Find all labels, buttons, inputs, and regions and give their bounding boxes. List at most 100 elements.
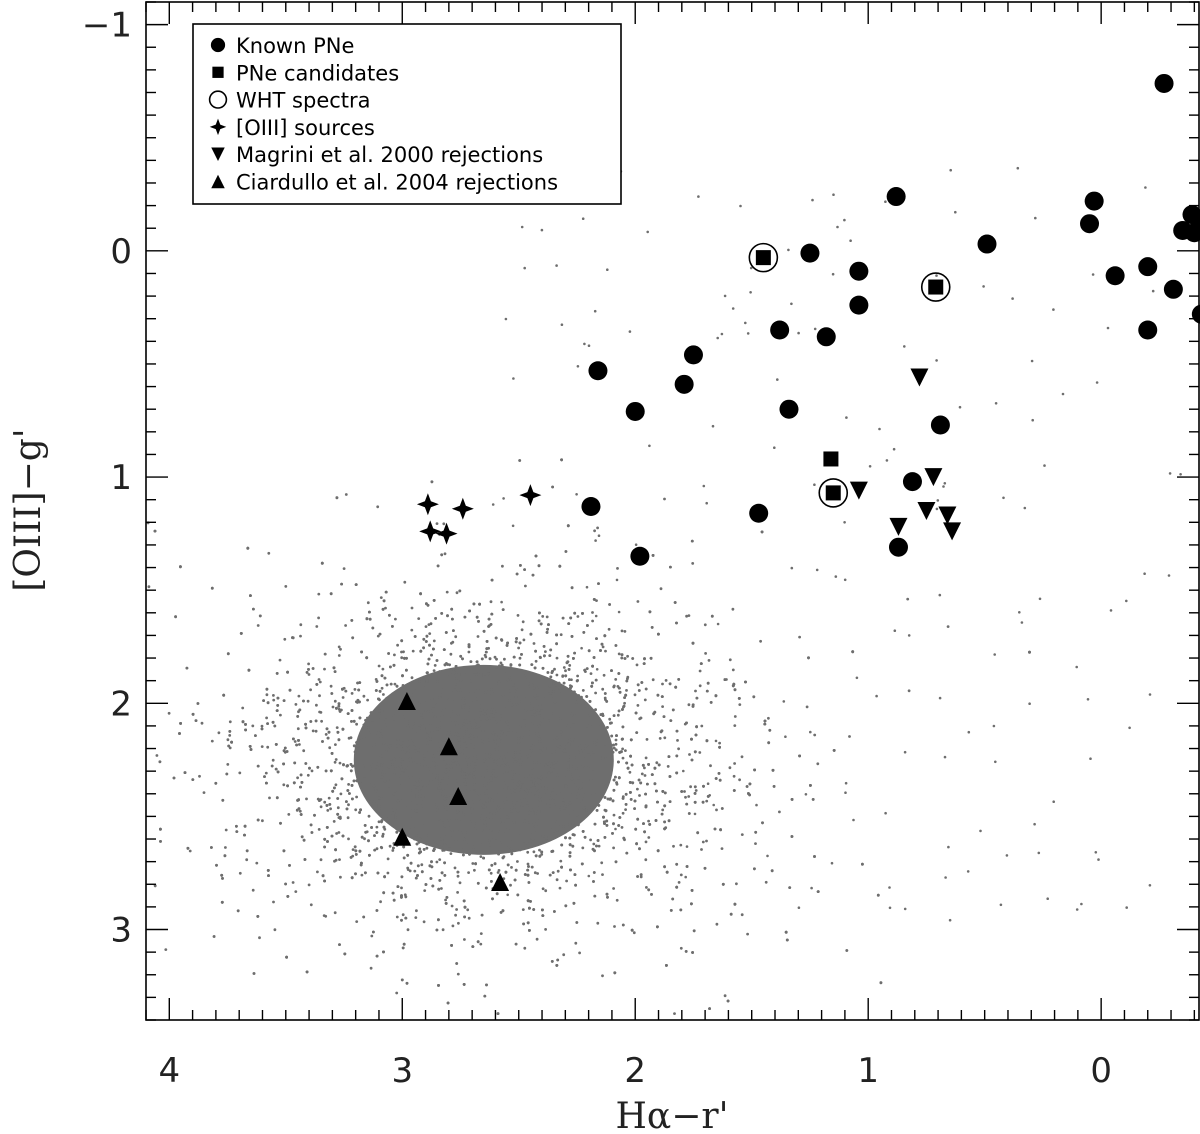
cloud-dot	[599, 649, 602, 652]
cloud-dot	[339, 647, 342, 651]
cloud-dot	[472, 670, 476, 674]
cloud-dot	[453, 735, 456, 739]
cloud-dot	[526, 736, 529, 739]
cloud-dot	[582, 797, 586, 800]
cloud-dot	[617, 776, 621, 780]
cloud-dot	[429, 765, 433, 769]
cloud-dot	[466, 755, 470, 759]
cloud-dot	[549, 756, 552, 760]
cloud-dot	[472, 768, 476, 772]
cloud-dot	[599, 713, 603, 716]
cloud-dot	[653, 710, 657, 714]
cloud-dot	[430, 697, 434, 701]
cloud-dot	[441, 821, 444, 825]
cloud-dot	[375, 831, 379, 834]
cloud-dot	[522, 752, 526, 756]
cloud-dot	[307, 883, 311, 887]
cloud-dot	[581, 755, 585, 759]
cloud-dot	[445, 896, 449, 899]
cloud-dot	[426, 747, 430, 751]
cloud-dot	[580, 862, 584, 866]
cloud-dot	[413, 837, 416, 841]
cloud-dot	[606, 895, 609, 899]
cloud-dot	[517, 737, 520, 740]
cloud-dot	[366, 749, 370, 753]
cloud-dot	[453, 729, 457, 733]
cloud-dot	[456, 891, 459, 894]
cloud-dot	[715, 922, 719, 926]
cloud-dot	[610, 734, 614, 738]
cloud-dot	[383, 676, 387, 680]
cloud-dot	[723, 678, 727, 681]
cloud-dot	[580, 800, 583, 803]
cloud-dot	[401, 674, 404, 678]
cloud-dot	[376, 505, 380, 509]
cloud-dot	[502, 788, 506, 791]
cloud-dot	[471, 945, 475, 948]
cloud-dot	[538, 798, 542, 802]
cloud-dot	[543, 802, 547, 805]
cloud-dot	[423, 889, 427, 892]
cloud-dot	[728, 766, 732, 770]
cloud-dot	[477, 724, 481, 728]
cloud-dot	[321, 740, 324, 743]
cloud-dot	[561, 616, 565, 620]
cloud-dot	[767, 716, 770, 720]
cloud-dot	[494, 798, 498, 802]
cloud-dot	[345, 800, 348, 803]
cloud-dot	[462, 722, 466, 726]
cloud-dot	[550, 695, 553, 699]
cloud-dot	[695, 725, 698, 729]
cloud-dot	[494, 684, 498, 688]
cloud-dot	[551, 485, 554, 489]
cloud-dot	[373, 848, 377, 852]
cloud-dot	[497, 763, 501, 767]
cloud-dot	[376, 871, 380, 875]
cloud-dot	[424, 759, 428, 763]
cloud-dot	[522, 816, 526, 820]
cloud-dot	[210, 739, 214, 743]
cloud-dot	[410, 628, 414, 632]
cloud-dot	[438, 747, 442, 751]
cloud-dot	[532, 642, 536, 645]
cloud-dot	[494, 758, 498, 761]
cloud-dot	[381, 607, 385, 611]
cloud-dot	[626, 675, 630, 679]
cloud-dot	[578, 787, 582, 790]
cloud-dot	[473, 719, 476, 723]
cloud-dot	[440, 725, 443, 729]
cloud-dot	[556, 869, 560, 873]
cloud-dot	[359, 749, 363, 752]
cloud-dot	[558, 886, 562, 890]
cloud-dot	[591, 681, 594, 685]
cloud-dot	[431, 840, 435, 844]
cloud-dot	[788, 886, 792, 889]
cloud-dot	[347, 803, 350, 807]
cloud-dot	[332, 820, 336, 823]
cloud-dot	[457, 682, 460, 686]
cloud-dot	[651, 678, 655, 682]
cloud-dot	[569, 773, 572, 776]
cloud-dot	[591, 619, 594, 623]
cloud-dot	[316, 870, 319, 874]
cloud-dot	[591, 611, 594, 614]
cloud-dot	[468, 692, 472, 696]
cloud-dot	[449, 766, 453, 769]
cloud-dot	[488, 829, 492, 832]
cloud-dot	[494, 702, 497, 706]
cloud-dot	[483, 713, 487, 716]
cloud-dot	[456, 733, 460, 737]
cloud-dot	[476, 881, 480, 885]
cloud-dot	[515, 572, 519, 576]
cloud-dot	[400, 688, 404, 692]
cloud-dot	[561, 751, 564, 755]
cloud-dot	[493, 806, 497, 810]
cloud-dot	[526, 794, 529, 798]
cloud-dot	[701, 800, 705, 804]
cloud-dot	[402, 772, 406, 776]
cloud-dot	[449, 673, 452, 676]
cloud-dot	[533, 666, 537, 670]
cloud-dot	[761, 821, 764, 825]
cloud-dot	[580, 695, 583, 699]
cloud-dot	[495, 709, 499, 713]
